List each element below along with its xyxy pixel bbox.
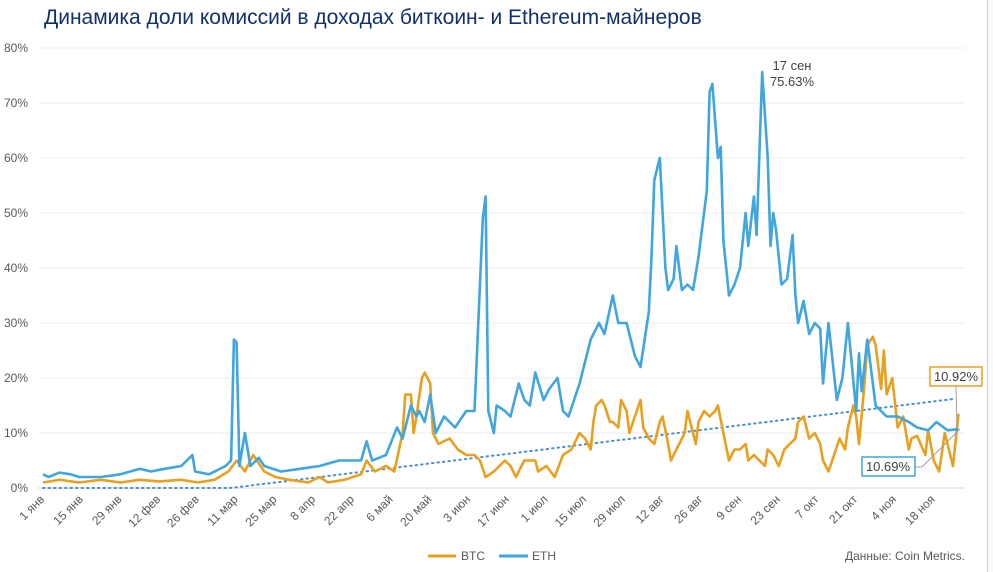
x-tick-label: 11 мар — [204, 492, 241, 529]
peak-value-annotation: 75.63% — [770, 74, 815, 89]
legend-eth-label: ETH — [532, 549, 556, 563]
y-tick-label: 50% — [4, 206, 28, 220]
btc-callout-leader — [955, 385, 958, 429]
x-tick-label: 1 июл — [518, 492, 551, 525]
x-tick-label: 26 авг — [671, 492, 705, 526]
btc-line — [42, 335, 960, 484]
peak-date-annotation: 17 сен — [773, 58, 812, 73]
x-tick-label: 26 фев — [164, 492, 202, 530]
gridlines — [38, 47, 965, 489]
btc-callout-label: 10.92% — [934, 369, 979, 384]
y-tick-label: 10% — [4, 426, 28, 440]
y-axis-labels: 0% 10% 20% 30% 40% 50% 60% 70% 80% — [4, 41, 28, 495]
x-tick-label: 12 авг — [633, 492, 667, 526]
legend-btc-label: BTC — [461, 549, 485, 563]
x-tick-label: 29 июл — [590, 492, 628, 530]
eth-callout-leader-b — [921, 428, 961, 468]
eth-callout-box — [861, 456, 916, 477]
x-tick-label: 7 окт — [792, 492, 822, 522]
y-tick-label: 80% — [4, 41, 28, 55]
x-tick-label: 21 окт — [826, 492, 860, 526]
x-tick-label: 29 янв — [89, 492, 124, 527]
x-tick-label: 15 июл — [552, 492, 590, 530]
window-edge — [987, 0, 993, 572]
x-tick-label: 20 май — [397, 492, 434, 529]
x-tick-label: 15 янв — [50, 492, 85, 527]
y-tick-label: 20% — [4, 371, 28, 385]
x-tick-label: 23 сен — [748, 492, 783, 527]
y-tick-label: 30% — [4, 316, 28, 330]
x-tick-label: 25 мар — [242, 492, 279, 529]
x-tick-label: 12 фев — [125, 492, 163, 530]
source-note: Данные: Coin Metrics. — [845, 549, 965, 563]
y-tick-label: 40% — [4, 261, 28, 275]
legend: BTC ETH — [428, 549, 556, 563]
eth-callout-label: 10.69% — [866, 459, 911, 474]
chart-title: Динамика доли комиссий в доходах биткоин… — [44, 6, 702, 29]
x-tick-label: 4 ноя — [868, 492, 899, 523]
eth-line — [42, 70, 959, 479]
x-tick-label: 1 янв — [16, 492, 47, 523]
x-tick-label: 3 июн — [440, 492, 473, 525]
x-axis-labels: 1 янв 15 янв 29 янв 12 фев 26 фев 11 мар 25 ма… — [16, 492, 937, 530]
x-tick-label: 17 июн — [474, 492, 511, 529]
x-tick-label: 22 апр — [321, 492, 357, 528]
x-tick-label: 18 ноя — [902, 492, 938, 528]
y-tick-label: 70% — [4, 96, 28, 110]
y-tick-label: 0% — [11, 481, 29, 495]
x-tick-label: 9 сен — [714, 492, 745, 523]
x-tick-label: 6 май — [363, 492, 395, 524]
y-tick-label: 60% — [4, 151, 28, 165]
btc-callout-box — [929, 366, 983, 387]
x-tick-label: 8 апр — [287, 492, 318, 523]
